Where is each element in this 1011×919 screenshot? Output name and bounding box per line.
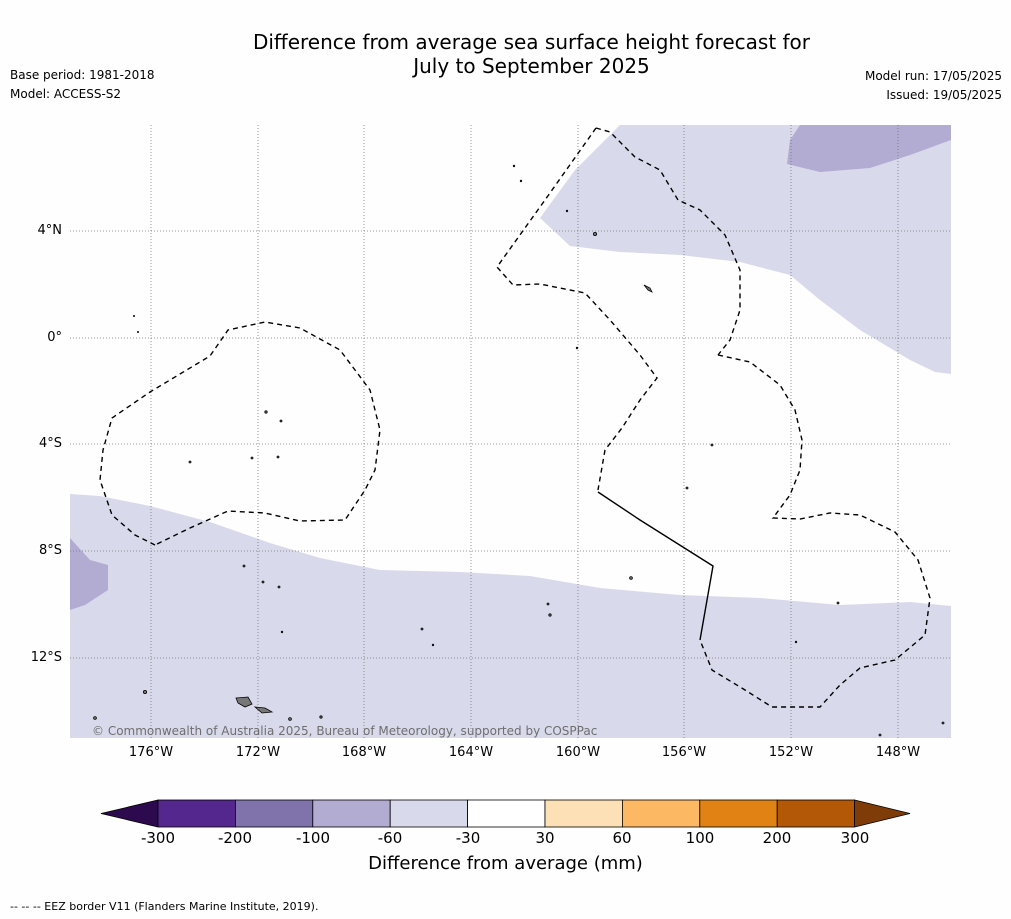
copyright-notice: © Commonwealth of Australia 2025, Bureau…: [92, 724, 598, 738]
colorbar-segment: [699, 799, 778, 828]
eez-borders: [99, 127, 931, 708]
lon-label-172w: 172°W: [235, 745, 281, 760]
colorbar-segment: [776, 799, 856, 828]
lat-label-12s: 12°S: [30, 650, 62, 665]
lat-label-0: 0°: [47, 330, 62, 345]
eez-border-solid: [597, 491, 714, 641]
title-line-1: Difference from average sea surface heig…: [252, 30, 811, 54]
colorbar-segment: [157, 799, 236, 828]
colorbar-segment: [544, 799, 623, 828]
lat-label-8s: 8°S: [38, 543, 62, 558]
lon-label-176w: 176°W: [128, 745, 174, 760]
colorbar-label: Difference from average (mm): [368, 853, 643, 874]
colorbar-segment: [622, 799, 701, 828]
meta-left: Base period: 1981-2018 Model: ACCESS-S2: [10, 66, 155, 104]
eez-border-kiribati-north: [595, 127, 741, 356]
lon-label-156w: 156°W: [661, 745, 707, 760]
colorbar-extend-min: [100, 799, 159, 828]
base-period: Base period: 1981-2018: [10, 68, 155, 82]
colorbar-tick: 300: [840, 829, 870, 847]
colorbar-tick: -300: [140, 829, 176, 847]
colorbar-tick: -200: [217, 829, 253, 847]
colorbar-segment: [234, 799, 314, 828]
colorbar-segment: [312, 799, 391, 828]
islands: [93, 164, 945, 737]
colorbar-tick: 60: [612, 829, 632, 847]
meta-right: Model run: 17/05/2025 Issued: 19/05/2025: [865, 67, 1002, 105]
colorbar-tick: 200: [762, 829, 792, 847]
anomaly-patch-northeast: [787, 125, 951, 172]
lon-label-160w: 160°W: [555, 745, 601, 760]
eez-footnote: -- -- -- EEZ border V11 (Flanders Marine…: [10, 900, 319, 913]
graticule: [70, 125, 951, 738]
lon-label-152w: 152°W: [768, 745, 814, 760]
colorbar-tick: 30: [535, 829, 555, 847]
eez-border-tokelau: [99, 321, 381, 546]
colorbar-segment: [467, 799, 546, 828]
lat-label-4n: 4°N: [37, 223, 63, 238]
anomaly-patch-west: [70, 538, 108, 610]
lat-label-4s: 4°S: [38, 436, 62, 451]
title-line-2: July to September 2025: [413, 54, 650, 78]
anomaly-band-north: [540, 125, 951, 374]
colorbar-tick: -100: [295, 829, 331, 847]
colorbar-tick: -60: [377, 829, 403, 847]
colorbar-extend-max: [854, 799, 911, 828]
colorbar-tick: 100: [685, 829, 715, 847]
model-run: Model run: 17/05/2025: [864, 69, 1002, 83]
lon-label-148w: 148°W: [875, 745, 921, 760]
issued-date: Issued: 19/05/2025: [886, 88, 1002, 102]
colorbar-tick: -30: [455, 829, 481, 847]
samoa-island-1: [235, 696, 253, 708]
model-name: Model: ACCESS-S2: [10, 87, 122, 101]
lon-label-168w: 168°W: [341, 745, 387, 760]
eez-border-cook-islands: [699, 354, 931, 708]
lon-label-164w: 164°W: [448, 745, 494, 760]
map-title: Difference from average sea surface heig…: [0, 30, 1011, 78]
samoa-island-2: [253, 706, 274, 714]
colorbar-segment: [389, 799, 469, 828]
anomaly-band-south: [70, 494, 951, 738]
